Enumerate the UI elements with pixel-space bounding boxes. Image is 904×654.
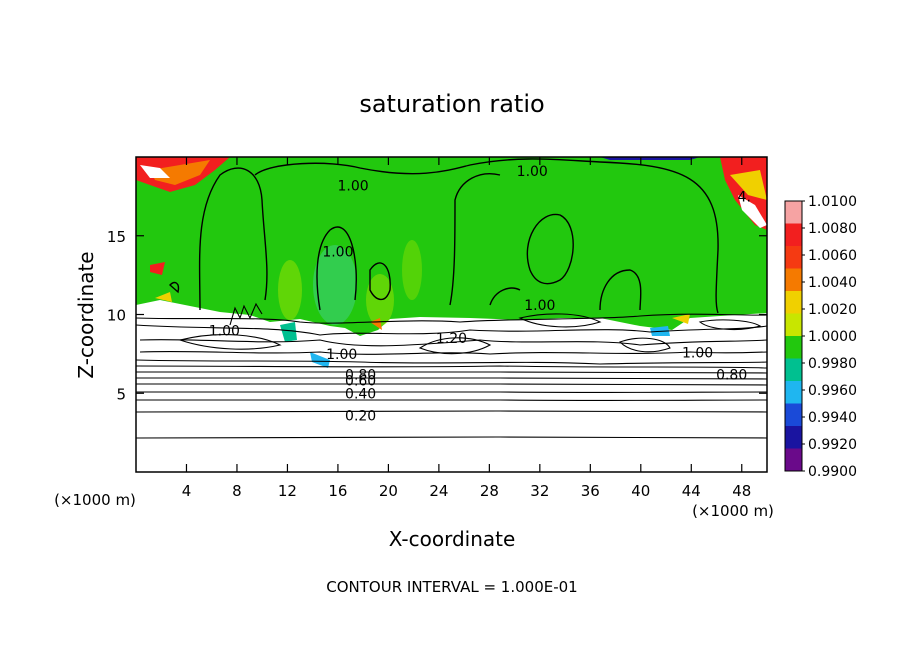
colorbar: 1.0100 1.0080 1.0060 1.0040 1.0020 1.0000 0.99…	[784, 194, 857, 480]
colorbar-swatch	[785, 358, 802, 382]
plume	[278, 260, 302, 320]
contour-label: 0.60	[345, 374, 376, 390]
colorbar-label: 1.0100	[808, 194, 857, 210]
top-band	[738, 195, 767, 228]
x-tick-label: 24	[429, 482, 448, 500]
y-axis-label: Z-coordinate	[74, 251, 98, 378]
colorbar-label: 1.0020	[808, 302, 857, 318]
x-tick-label: 16	[328, 482, 347, 500]
x-tick-label: 36	[581, 482, 600, 500]
contour-label: 0.40	[345, 386, 376, 402]
contour-layers	[136, 302, 767, 439]
colorbar-swatch	[785, 223, 802, 247]
colorbar-label: 1.0080	[808, 221, 857, 237]
contour-interval-note: CONTOUR INTERVAL = 1.000E-01	[326, 578, 577, 596]
colorbar-swatch	[785, 268, 802, 292]
colorbar-swatch	[785, 313, 802, 337]
colorbar-label: 1.0040	[808, 275, 857, 291]
colorbar-label: 0.9960	[808, 383, 857, 399]
colorbar-label: 0.9940	[808, 410, 857, 426]
y-tick-label: 10	[107, 307, 126, 325]
contour-label: 1.00	[517, 164, 548, 180]
edge-feature	[672, 314, 690, 324]
plot-area	[136, 157, 767, 472]
edge-feature	[155, 292, 172, 302]
top-band	[150, 160, 210, 185]
x-tick-label: 48	[732, 482, 751, 500]
contour-label: 1.00	[682, 345, 713, 361]
x-tick-label: 12	[278, 482, 297, 500]
y-tick-label: 15	[107, 228, 126, 246]
colorbar-swatch	[785, 336, 802, 359]
plume	[313, 245, 357, 325]
contour-label: 1.00	[209, 323, 240, 339]
edge-feature	[310, 352, 330, 368]
plume	[402, 240, 422, 300]
colorbar-label: 0.9920	[808, 437, 857, 453]
top-band	[730, 170, 767, 200]
contour-label: 1.20	[436, 331, 467, 347]
contour-label: 0.80	[716, 367, 747, 383]
y-axis: 5 10 15	[107, 228, 767, 403]
z-unit-label: (×1000 m)	[54, 491, 136, 509]
chart-title: saturation ratio	[359, 90, 544, 118]
colorbar-label: 0.9900	[808, 464, 857, 480]
colorbar-swatch	[785, 403, 802, 427]
contour-label: 1.00	[337, 178, 368, 194]
y-tick-label: 5	[116, 385, 126, 403]
saturated-region	[136, 157, 767, 336]
top-band	[140, 165, 170, 178]
x-axis: 4 8 12 16 20 24 28 32 36 40 44 48	[182, 157, 751, 500]
contour-label: 1.00	[322, 245, 353, 261]
colorbar-swatch	[785, 246, 802, 269]
colorbar-swatch	[785, 201, 802, 224]
contour-label: 0.20	[345, 408, 376, 424]
contour-label: 1.00	[524, 298, 555, 314]
colorbar-swatch	[785, 448, 802, 472]
contour-lines	[168, 158, 719, 314]
x-tick-label: 40	[631, 482, 650, 500]
edge-feature	[280, 322, 297, 342]
colorbar-label: 1.0000	[808, 329, 857, 345]
colorbar-label: 0.9980	[808, 356, 857, 372]
x-tick-label: 28	[480, 482, 499, 500]
contour-label: 4.	[738, 189, 751, 205]
x-unit-label: (×1000 m)	[692, 502, 774, 520]
contour-labels: 1.001.001.001.001.00 1.201.00 1.000.800.60…	[209, 164, 751, 424]
x-tick-label: 20	[379, 482, 398, 500]
colorbar-label: 1.0060	[808, 248, 857, 264]
x-tick-label: 44	[682, 482, 701, 500]
colorbar-swatch	[785, 381, 802, 404]
x-axis-label: X-coordinate	[389, 527, 516, 551]
contour-label: 0.80	[345, 367, 376, 383]
edge-feature	[150, 262, 165, 275]
contour-label: 1.00	[326, 347, 357, 363]
x-tick-label: 8	[232, 482, 242, 500]
x-tick-label: 4	[182, 482, 192, 500]
colorbar-swatch	[785, 291, 802, 314]
x-tick-label: 32	[530, 482, 549, 500]
colorbar-swatch	[785, 426, 802, 449]
edge-feature	[370, 318, 382, 330]
